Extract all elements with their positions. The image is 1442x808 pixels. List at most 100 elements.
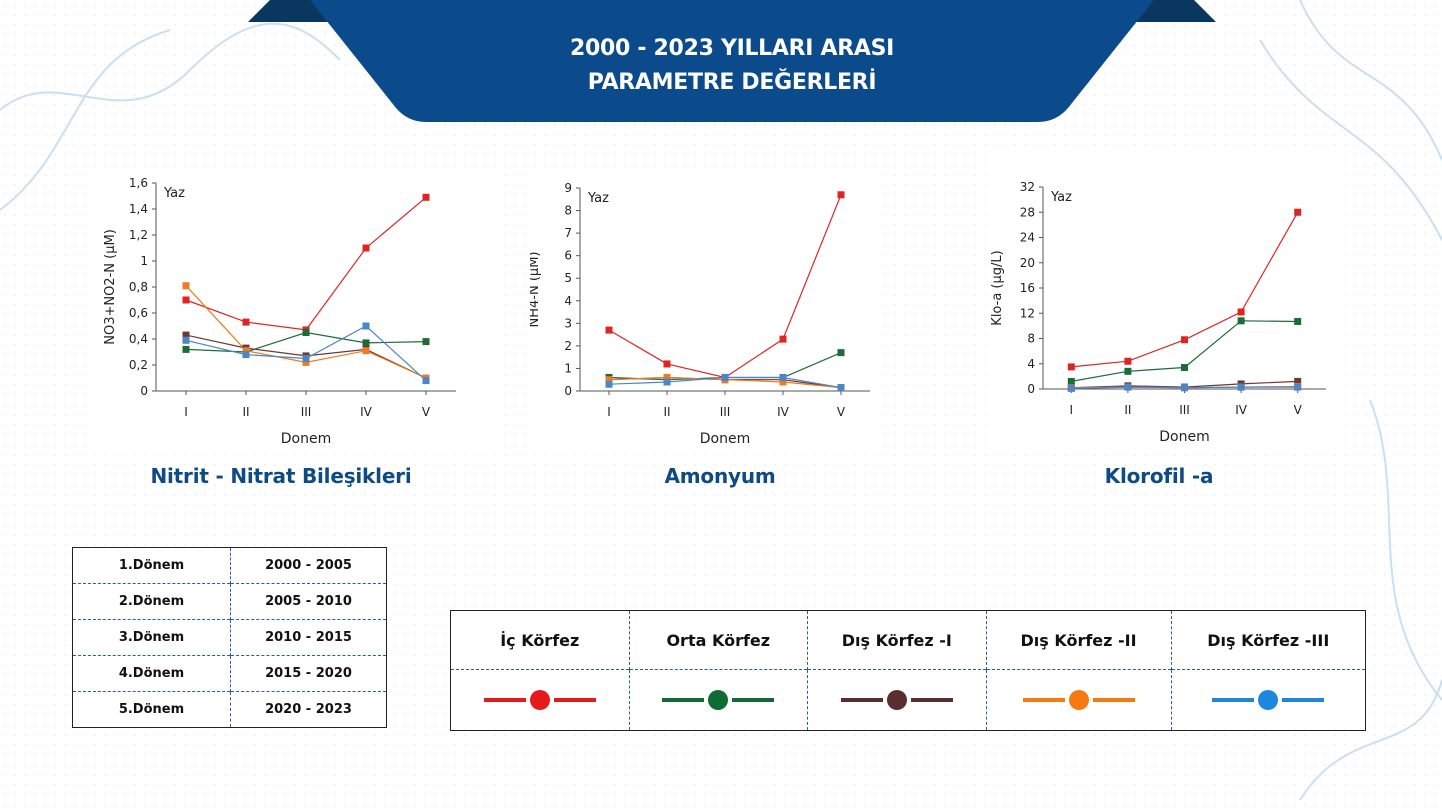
x-tick-label: II bbox=[242, 405, 249, 419]
banner-shape bbox=[310, 0, 1154, 122]
period-row: 1.Dönem 2000 - 2005 bbox=[72, 547, 387, 584]
data-point-series-1 bbox=[1237, 308, 1245, 316]
data-point-series-2 bbox=[1237, 317, 1245, 325]
legend-table: İç Körfez Orta Körfez Dış Körfez -I Dış … bbox=[450, 610, 1366, 731]
data-point-series-2 bbox=[837, 349, 845, 357]
y-tick-label: 3 bbox=[564, 316, 572, 330]
x-tick-label: I bbox=[607, 405, 611, 419]
y-axis-label: NO3+NO2-N (µM) bbox=[103, 229, 118, 345]
legend-name-dis-korfez-3: Dış Körfez -III bbox=[1170, 610, 1366, 670]
y-tick-label: 0,4 bbox=[129, 332, 148, 346]
period-row: 3.Dönem 2010 - 2015 bbox=[72, 619, 387, 656]
page-title-line-1: 2000 - 2023 YILLARI ARASI bbox=[569, 36, 895, 61]
y-tick-label: 1,2 bbox=[129, 228, 148, 242]
data-point-series-1 bbox=[242, 318, 250, 326]
series-line-1 bbox=[608, 194, 842, 379]
data-point-series-5 bbox=[242, 351, 250, 359]
y-tick-label: 32 bbox=[1020, 180, 1035, 194]
y-tick-label: 28 bbox=[1020, 205, 1035, 219]
x-tick-label: V bbox=[422, 405, 431, 419]
chart-annotation: Yaz bbox=[1050, 190, 1072, 205]
chart-caption-nitrite-nitrate: Nitrit - Nitrat Bileşikleri bbox=[150, 464, 412, 488]
y-axis-label: Klo-a (µg/L) bbox=[990, 250, 1005, 325]
chart-annotation: Yaz bbox=[587, 191, 609, 206]
data-point-series-5 bbox=[422, 377, 430, 385]
period-label: 1.Dönem bbox=[72, 547, 231, 584]
y-tick-label: 24 bbox=[1020, 231, 1035, 245]
data-point-series-1 bbox=[663, 360, 671, 368]
page-title: 2000 - 2023 YILLARI ARASI PARAMETRE DEĞE… bbox=[248, 32, 1216, 100]
y-axis-label: NH4-N (µM) bbox=[530, 252, 542, 328]
period-row: 2.Dönem 2005 - 2010 bbox=[72, 583, 387, 620]
y-tick-label: 7 bbox=[564, 226, 572, 240]
period-table: 1.Dönem 2000 - 2005 2.Dönem 2005 - 2010 3.… bbox=[72, 547, 387, 728]
period-label: 3.Dönem bbox=[72, 619, 231, 656]
data-point-series-4 bbox=[605, 376, 613, 384]
data-point-series-5 bbox=[837, 384, 845, 392]
legend-marker-icon bbox=[840, 690, 953, 711]
data-point-series-1 bbox=[605, 326, 613, 334]
y-tick-label: 16 bbox=[1020, 281, 1035, 295]
period-range: 2010 - 2015 bbox=[230, 619, 387, 656]
period-range: 2015 - 2020 bbox=[230, 655, 387, 692]
data-point-series-5 bbox=[1294, 383, 1302, 391]
x-tick-label: I bbox=[1070, 403, 1074, 417]
y-tick-label: 1,4 bbox=[129, 202, 148, 216]
chart-panel-ammonium: 0 1 2 3 4 5 6 7 8 9 I II III IV V Donem NH4-N (µM) Yaz bbox=[530, 170, 880, 455]
y-tick-label: 0,2 bbox=[129, 358, 148, 372]
x-tick-label: V bbox=[837, 405, 846, 419]
data-point-series-2 bbox=[1067, 377, 1075, 385]
y-tick-label: 1 bbox=[140, 254, 148, 268]
x-tick-label: IV bbox=[1235, 403, 1248, 417]
data-point-series-4 bbox=[242, 347, 250, 355]
y-tick-label: 0 bbox=[1027, 382, 1035, 396]
y-tick-label: 8 bbox=[1027, 332, 1035, 346]
y-tick-label: 5 bbox=[564, 271, 572, 285]
data-point-series-1 bbox=[1294, 208, 1302, 216]
data-point-series-1 bbox=[182, 296, 190, 304]
legend-marker-icon bbox=[662, 690, 775, 711]
data-point-series-5 bbox=[779, 373, 787, 381]
legend-name-orta-korfez: Orta Körfez bbox=[628, 610, 808, 670]
y-tick-label: 0,8 bbox=[129, 280, 148, 294]
x-tick-label: II bbox=[663, 405, 670, 419]
data-point-series-2 bbox=[1181, 364, 1188, 372]
period-range: 2005 - 2010 bbox=[230, 583, 387, 620]
legend-name-ic-korfez: İç Körfez bbox=[500, 630, 580, 650]
data-point-series-3 bbox=[182, 331, 190, 339]
legend-marker-icon bbox=[1022, 690, 1135, 711]
x-tick-label: III bbox=[720, 405, 731, 419]
data-point-series-4 bbox=[663, 373, 671, 381]
period-row: 4.Dönem 2015 - 2020 bbox=[72, 655, 387, 692]
period-label: 2.Dönem bbox=[72, 583, 231, 620]
x-tick-label: I bbox=[184, 405, 188, 419]
period-range: 2020 - 2023 bbox=[230, 691, 387, 728]
legend-marker-icon bbox=[1212, 690, 1325, 711]
x-axis-label: Donem bbox=[281, 431, 331, 447]
data-point-series-2 bbox=[1294, 317, 1302, 325]
data-point-series-2 bbox=[182, 345, 190, 353]
x-tick-label: V bbox=[1294, 403, 1303, 417]
chart-caption-chlorophyll: Klorofil -a bbox=[1104, 464, 1214, 488]
data-point-series-3 bbox=[1294, 377, 1302, 385]
data-point-series-1 bbox=[837, 191, 845, 199]
y-tick-label: 8 bbox=[564, 204, 572, 218]
y-tick-label: 1 bbox=[564, 361, 572, 375]
data-point-series-5 bbox=[362, 322, 370, 330]
data-point-series-5 bbox=[1067, 384, 1075, 392]
y-tick-label: 12 bbox=[1020, 306, 1035, 320]
data-point-series-5 bbox=[721, 373, 729, 381]
chart-panel-chlorophyll: 0 4 8 12 16 20 24 28 32 I II III IV V Donem Klo-a (µg/L… bbox=[985, 150, 1345, 450]
period-row: 5.Dönem 2020 - 2023 bbox=[72, 691, 387, 728]
data-point-series-5 bbox=[182, 336, 190, 344]
data-point-series-1 bbox=[422, 193, 430, 201]
data-point-series-4 bbox=[362, 347, 370, 355]
data-point-series-2 bbox=[1124, 367, 1132, 375]
data-point-series-4 bbox=[302, 358, 310, 366]
data-point-series-1 bbox=[1181, 336, 1188, 344]
x-tick-label: III bbox=[301, 405, 312, 419]
y-tick-label: 0 bbox=[140, 384, 148, 398]
chart-annotation: Yaz bbox=[163, 186, 185, 201]
chart-panel-nitrite-nitrate: 0 0,2 0,4 0,6 0,8 1 1,2 1,4 1,6 I II III IV V Donem NO3… bbox=[90, 170, 500, 455]
